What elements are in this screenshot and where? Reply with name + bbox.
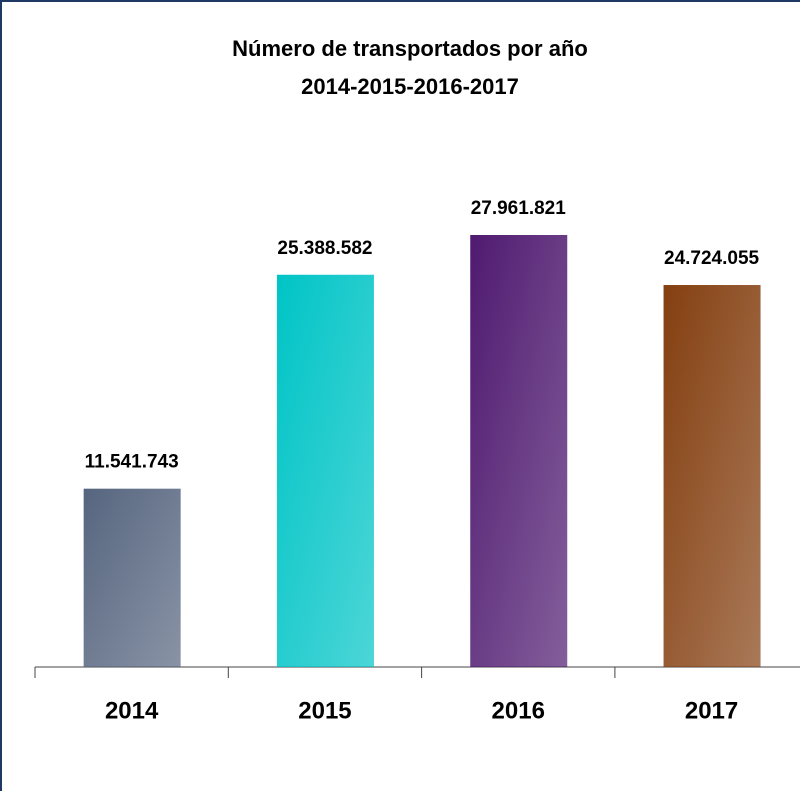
bar <box>470 235 568 667</box>
data-label: 24.724.055 <box>664 248 760 269</box>
x-tick-label: 2016 <box>492 697 545 724</box>
data-label: 27.961.821 <box>471 198 567 219</box>
x-tick-label: 2017 <box>685 697 738 724</box>
data-label: 25.388.582 <box>277 238 372 259</box>
data-label: 11.541.743 <box>85 452 179 473</box>
chart-title: Número de transportados por año <box>232 36 588 61</box>
bar <box>663 285 761 667</box>
chart-subtitle: 2014-2015-2016-2017 <box>301 74 519 99</box>
bar <box>276 274 374 667</box>
bar <box>83 488 181 667</box>
x-tick-label: 2015 <box>298 697 351 724</box>
x-tick-label: 2014 <box>105 697 159 724</box>
